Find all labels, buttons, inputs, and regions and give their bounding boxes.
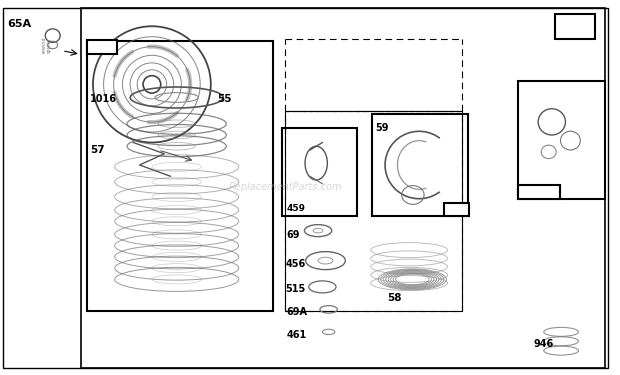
Text: 55: 55 [217, 94, 231, 104]
Text: 459: 459 [287, 204, 306, 213]
Text: 456: 456 [285, 260, 306, 269]
Text: 58: 58 [388, 293, 402, 303]
Text: 461: 461 [286, 330, 307, 339]
Text: ReplacementParts.com: ReplacementParts.com [228, 183, 342, 192]
FancyBboxPatch shape [444, 203, 469, 216]
Text: 1016: 1016 [90, 94, 117, 104]
Text: 57: 57 [90, 145, 105, 155]
FancyBboxPatch shape [87, 40, 117, 54]
Text: 69: 69 [286, 231, 300, 240]
Text: 56: 56 [94, 42, 110, 52]
Text: 60: 60 [450, 205, 463, 214]
Text: 59: 59 [376, 123, 389, 133]
Text: 69A: 69A [286, 307, 308, 317]
FancyBboxPatch shape [555, 14, 595, 39]
Text: 65A: 65A [7, 20, 32, 29]
Text: 946: 946 [533, 339, 554, 349]
Text: 608: 608 [564, 22, 587, 32]
Text: rewind
spring: rewind spring [41, 37, 52, 53]
FancyBboxPatch shape [518, 184, 560, 199]
Text: 515: 515 [285, 285, 306, 294]
Text: 946A: 946A [526, 187, 552, 196]
